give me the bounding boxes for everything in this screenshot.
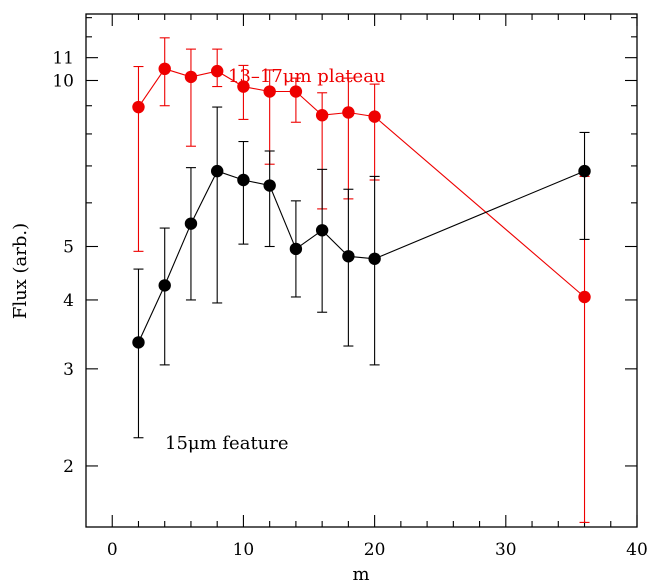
y-tick-label: 11 [52,49,74,69]
y-tick-label: 5 [63,238,74,258]
x-tick-label: 0 [107,540,118,560]
feature-annotation: 15μm feature [165,433,289,454]
data-series [132,37,591,523]
data-point [158,279,171,292]
data-point [263,179,276,192]
data-point [158,62,171,76]
data-point [342,106,355,119]
data-point [289,85,303,98]
data-point [368,252,381,265]
data-point [210,64,224,78]
data-point [132,336,145,349]
series-line [138,68,585,298]
data-point [315,109,329,122]
axis-ticks [86,14,638,527]
plateau-annotation: 13–17μm plateau [228,66,386,87]
y-tick-label: 3 [63,360,74,380]
data-point [184,217,198,230]
x-tick-label: 10 [233,540,255,560]
data-point [237,173,250,187]
data-point [210,164,224,178]
x-tick-label: 30 [495,540,517,560]
data-point [368,110,381,123]
data-point [342,250,355,263]
y-tick-label: 4 [63,291,74,311]
data-point [184,70,198,84]
data-point [263,85,276,98]
plot-frame [85,13,638,528]
data-point [578,290,591,304]
y-axis-label: Flux (arb.) [10,223,31,319]
y-tick-label: 2 [63,457,74,477]
x-tick-label: 20 [364,540,386,560]
series-line [138,170,585,343]
x-tick-label: 40 [626,540,648,560]
data-point [578,164,591,178]
series-feature [132,106,591,439]
data-point [315,224,329,237]
x-axis-label: m [352,564,369,584]
y-tick-label: 10 [52,71,74,91]
data-point [237,80,250,93]
plot-border [85,13,638,528]
data-point [132,100,145,114]
data-point [289,242,303,256]
